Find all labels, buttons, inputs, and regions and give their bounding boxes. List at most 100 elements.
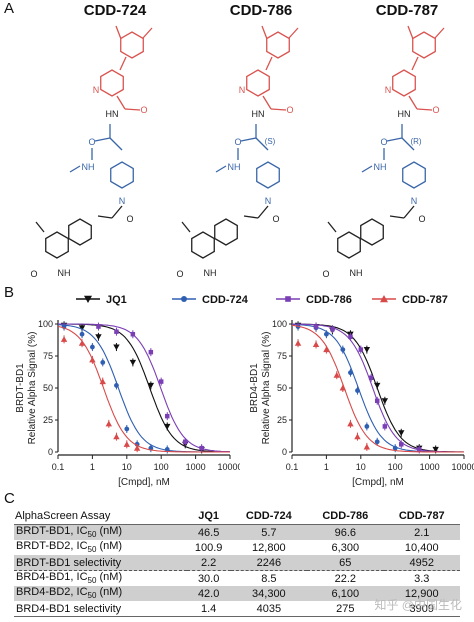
methyl-bond — [288, 27, 299, 39]
row-label: BRD4-BD2, IC50 (nM) — [14, 586, 187, 601]
data-point-1-3 — [340, 347, 346, 352]
x-tick-label-5: 10000 — [451, 462, 474, 472]
y-tick-label-0: 0 — [48, 447, 53, 457]
quinolinone-ring-a — [360, 218, 384, 246]
data-point-0-7 — [398, 430, 405, 436]
x-tick-label-1: 1 — [324, 462, 329, 472]
amide-bond — [116, 95, 126, 110]
data-point-0-5 — [374, 382, 381, 389]
methyl-bond — [261, 25, 268, 40]
x-tick-label-1: 1 — [90, 462, 95, 472]
pyridine-n: N — [385, 85, 392, 95]
y-axis-title: BRD4-BD1 — [249, 363, 260, 413]
amide-hn: HN — [398, 109, 411, 119]
ch2-bond — [109, 137, 123, 151]
table-cell: 4035 — [230, 601, 308, 617]
legend-label-2: CDD-786 — [306, 294, 352, 306]
data-point-3-1 — [312, 341, 320, 348]
y-tick-label-2: 50 — [43, 383, 53, 393]
table-cell: 3.3 — [414, 572, 430, 585]
scaffold-o: O — [380, 137, 387, 147]
data-point-0-5 — [147, 382, 155, 389]
data-point-0-3 — [113, 344, 120, 351]
amide-hn: HN — [106, 109, 119, 119]
scaffold-nh: NH — [374, 162, 387, 172]
linker-bond — [389, 215, 405, 219]
quinolinone-o: O — [322, 269, 329, 279]
biaryl-bond — [119, 56, 127, 71]
data-point-0-4 — [129, 359, 137, 366]
data-point-0-2 — [95, 334, 102, 340]
y-axis-title: BRDT-BD1 — [15, 363, 26, 413]
table-cell: 22.2 — [334, 572, 356, 585]
quinolinone-ring-a — [68, 218, 92, 246]
data-point-2-6 — [183, 439, 188, 444]
scaffold-o: O — [88, 137, 95, 147]
methyl-bond — [115, 25, 122, 40]
piperidine-ring — [110, 161, 134, 189]
compound-title-786: CDD-786 — [229, 2, 293, 19]
y-tick-label-1: 25 — [43, 415, 53, 425]
y-tick-label-4: 100 — [272, 319, 287, 329]
quinolinone-nh: NH — [350, 268, 363, 278]
table-cell: 12,800 — [252, 541, 286, 554]
row-label: BRDT-BD2, IC50 (nM) — [16, 540, 123, 555]
row-label: BRD4-BD1, IC50 (nM) — [16, 571, 123, 586]
table-cell: 6,300 — [331, 541, 360, 554]
fit-curve-1 — [291, 323, 464, 453]
carbonyl-bond — [270, 108, 287, 111]
table-header-cell: JQ1 — [186, 508, 231, 525]
piperidine-ring — [256, 161, 280, 189]
linker-bond — [243, 215, 259, 219]
table-row: BRD4-BD1, IC50 (nM) 30.0 8.5 22.2 3.3 — [14, 571, 460, 587]
data-point-3-1 — [78, 340, 86, 346]
panel-a-label: A — [4, 0, 15, 17]
brd4-bd1-chart: 0 25 50 75 100 0.1 1 10 100 1000 10000 [Cmpd], nM BR… — [249, 319, 474, 488]
legend-marker-1 — [181, 296, 187, 302]
data-point-2-0 — [313, 324, 319, 329]
ch2-bond — [401, 137, 415, 151]
y-tick-label-0: 0 — [282, 447, 287, 457]
fit-curve-3 — [57, 325, 230, 453]
x-axis-label: [Cmpd], nM — [118, 477, 170, 488]
table-row: BRDT-BD1 selectivity 2.2 2246 65 4952 — [14, 555, 460, 571]
table-row: BRDT-BD1, IC50 (nM) 46.5 5.7 96.6 2.1 — [14, 524, 460, 540]
piperidine-n: N — [265, 196, 272, 206]
x-tick-label-2: 10 — [356, 462, 366, 472]
table-body: BRDT-BD1, IC50 (nM) 46.5 5.7 96.6 2.1 BRDT-BD… — [14, 524, 460, 617]
legend-label-1: CDD-724 — [202, 294, 249, 306]
row-label: BRD4-BD1 selectivity — [14, 601, 187, 617]
quinolinone-o: O — [30, 269, 37, 279]
phenyl-ring — [412, 31, 436, 59]
data-point-3-6 — [123, 441, 130, 447]
data-point-0-6 — [381, 398, 389, 404]
data-point-0-6 — [164, 423, 171, 430]
table-row: BRD4-BD1 selectivity 1.4 4035 275 3909 — [14, 601, 460, 617]
legend-marker-2 — [285, 296, 291, 302]
brdt-bd1-chart: 0 25 50 75 100 0.1 1 10 100 1000 10000 [Cmpd], nM BR… — [15, 319, 240, 488]
data-point-0-4 — [363, 347, 371, 353]
data-point-1-4 — [114, 383, 119, 388]
table-cell: 12,900 — [383, 586, 460, 601]
legend-marker-0 — [84, 295, 92, 303]
y-tick-label-3: 75 — [277, 351, 287, 361]
data-point-1-5 — [355, 388, 360, 393]
watermark: 知乎 @中国生化 — [374, 598, 462, 612]
quinolinone-methyl — [35, 221, 45, 233]
data-point-3-7 — [363, 443, 371, 450]
table-cell: 42.0 — [186, 586, 231, 601]
table-header-cell: CDD-786 — [307, 508, 384, 525]
compound-title-724: CDD-724 — [83, 2, 147, 19]
data-point-2-7 — [199, 445, 204, 451]
row-label: BRDT-BD1, IC50 (nM) — [14, 524, 187, 540]
data-point-1-7 — [374, 439, 380, 445]
data-point-2-1 — [330, 326, 335, 332]
table-cell: 46.5 — [186, 524, 231, 540]
x-tick-label-4: 1000 — [420, 462, 440, 472]
y-axis-label: Relative Alpha Signal (%) — [261, 332, 272, 445]
data-point-2-5 — [165, 413, 170, 419]
data-point-1-2 — [90, 344, 95, 350]
x-tick-label-0: 0.1 — [52, 462, 65, 472]
y-tick-label-2: 50 — [277, 383, 287, 393]
legend-label-3: CDD-787 — [402, 294, 448, 306]
